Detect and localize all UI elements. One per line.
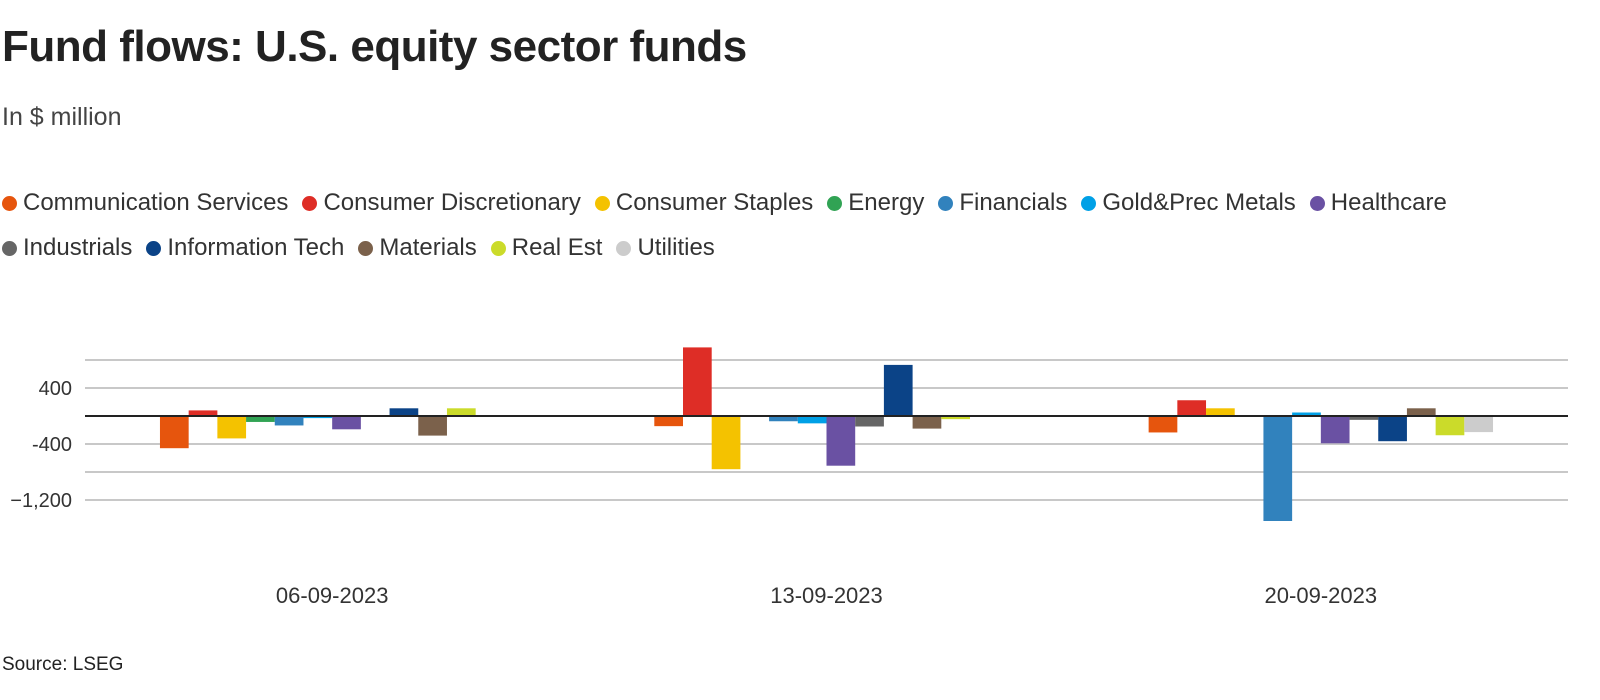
legend-label: Communication Services — [23, 189, 289, 216]
chart-subtitle: In $ million — [2, 103, 122, 131]
legend-item: Healthcare — [1309, 180, 1447, 225]
bar — [1464, 416, 1494, 433]
legend-item: Communication Services — [2, 180, 288, 225]
legend: Communication Services Consumer Discretio… — [2, 180, 1562, 270]
legend-item: Energy — [827, 180, 924, 225]
legend-label: Materials — [379, 234, 477, 261]
bar — [1435, 416, 1465, 436]
legend-dot-icon — [490, 241, 506, 256]
legend-dot-icon — [594, 196, 610, 211]
legend-dot-icon — [358, 241, 374, 256]
bar — [654, 416, 683, 427]
bar — [1148, 416, 1178, 433]
legend-item: Consumer Discretionary — [302, 180, 581, 225]
bar — [711, 416, 741, 470]
bar — [1292, 412, 1321, 416]
y-tick-label: −1,200 — [10, 490, 72, 512]
bar — [217, 416, 247, 439]
bar — [1320, 416, 1350, 444]
bar — [941, 416, 970, 420]
x-tick-label: 06-09-2023 — [276, 583, 389, 608]
bar — [389, 408, 419, 416]
legend-label: Gold&Prec Metals — [1102, 189, 1296, 216]
legend-dot-icon — [302, 196, 318, 211]
legend-item: Information Tech — [146, 225, 344, 270]
y-tick-label: -400 — [32, 434, 72, 456]
bar — [446, 408, 476, 416]
bar — [1378, 416, 1407, 442]
bar — [1263, 416, 1293, 521]
bar — [159, 416, 189, 449]
bar — [274, 416, 304, 426]
legend-dot-icon — [938, 196, 954, 211]
legend-dot-icon — [2, 241, 17, 256]
legend-dot-icon — [1309, 196, 1325, 211]
bar — [883, 364, 913, 416]
legend-label: Utilities — [637, 234, 715, 261]
legend-item: Industrials — [2, 225, 132, 270]
source-note: Source: LSEG — [2, 654, 124, 675]
bar — [188, 410, 218, 416]
chart-title: Fund flows: U.S. equity sector funds — [2, 22, 747, 71]
x-tick-label: 20-09-2023 — [1265, 583, 1378, 608]
legend-dot-icon — [2, 196, 17, 211]
bar — [797, 416, 827, 424]
legend-item: Gold&Prec Metals — [1081, 180, 1296, 225]
legend-label: Information Tech — [167, 234, 345, 261]
bar — [1177, 400, 1207, 416]
legend-label: Industrials — [23, 234, 133, 261]
bar — [683, 347, 712, 416]
legend-label: Healthcare — [1330, 189, 1447, 216]
bar — [826, 416, 856, 466]
legend-label: Consumer Staples — [615, 189, 814, 216]
x-tick-label: 13-09-2023 — [770, 583, 883, 608]
legend-item: Consumer Staples — [594, 180, 814, 225]
y-tick-label: 400 — [39, 378, 72, 400]
legend-item: Financials — [938, 180, 1067, 225]
bar — [912, 416, 942, 429]
legend-item: Materials — [358, 225, 477, 270]
legend-label: Energy — [848, 189, 925, 216]
bar — [332, 416, 361, 430]
legend-dot-icon — [616, 241, 632, 256]
legend-dot-icon — [827, 196, 843, 211]
legend-item: Real Est — [490, 225, 603, 270]
bar — [1406, 408, 1436, 416]
legend-label: Real Est — [511, 234, 603, 261]
bar — [1206, 408, 1235, 416]
bar — [769, 416, 798, 422]
bar — [418, 416, 447, 436]
bar — [1349, 416, 1379, 420]
legend-label: Consumer Discretionary — [323, 189, 581, 216]
legend-item: Utilities — [616, 225, 715, 270]
legend-dot-icon — [1081, 196, 1097, 211]
legend-label: Financials — [959, 189, 1068, 216]
bar — [246, 416, 275, 422]
bar — [303, 416, 333, 419]
legend-dot-icon — [146, 241, 162, 256]
bar — [855, 416, 884, 427]
